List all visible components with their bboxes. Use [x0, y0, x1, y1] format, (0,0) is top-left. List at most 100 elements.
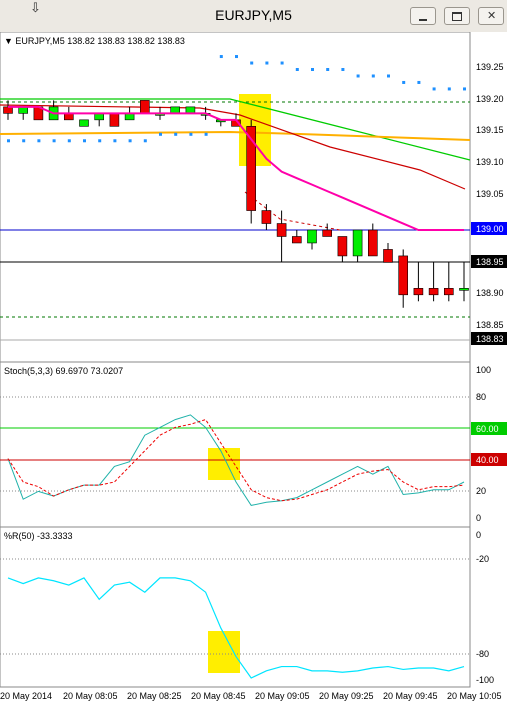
- minimize-button[interactable]: [410, 7, 436, 25]
- candle-body: [398, 255, 409, 296]
- sar-dot: [174, 132, 178, 136]
- sar-dot: [143, 139, 147, 143]
- tick-138-90: 138.90: [476, 288, 504, 298]
- sar-dot: [447, 87, 451, 91]
- ma-orange-line: [0, 130, 471, 141]
- candle-body: [109, 113, 120, 127]
- time-label-1: 20 May 08:05: [63, 691, 118, 701]
- restore-button[interactable]: [444, 7, 470, 25]
- wpr-tick-0: 0: [476, 530, 481, 540]
- candle-body: [443, 288, 454, 296]
- tick-139-25: 139.25: [476, 62, 504, 72]
- sar-dot: [204, 132, 208, 136]
- sar-dot: [67, 139, 71, 143]
- tick-138-95: 138.95: [476, 257, 504, 267]
- candle-body: [291, 236, 302, 244]
- candle-body: [79, 119, 89, 127]
- tick-139-20: 139.20: [476, 94, 504, 104]
- sar-dot: [295, 68, 299, 71]
- stoch-tick-0: 0: [476, 513, 481, 523]
- candle-body: [140, 100, 150, 114]
- candle-body: [383, 249, 393, 263]
- chart-area[interactable]: ▼ EURJPY,M5 138.82 138.83 138.82 138.83 …: [0, 32, 507, 705]
- time-label-4: 20 May 09:05: [255, 691, 310, 701]
- candle-body: [428, 288, 439, 296]
- time-label-0: 20 May 2014: [0, 691, 52, 701]
- stoch-40-bg: [471, 453, 507, 466]
- stoch-tick-60: 60.00: [476, 424, 499, 434]
- sar-dot: [356, 74, 360, 78]
- sar-dot: [37, 139, 41, 143]
- sar-dot: [265, 61, 269, 65]
- sar-dot: [98, 139, 102, 143]
- wpr-tick-80: -80: [476, 649, 489, 659]
- candle-body: [413, 288, 424, 296]
- sar-dot: [402, 80, 406, 84]
- candle-body: [367, 229, 378, 257]
- wpr-tick-20: -20: [476, 554, 489, 564]
- time-label-6: 20 May 09:45: [383, 691, 438, 701]
- tick-138-85: 138.85: [476, 320, 504, 330]
- sar-dot: [83, 139, 86, 143]
- stoch-main-line: [7, 414, 465, 506]
- chart-svg[interactable]: ▼ EURJPY,M5 138.82 138.83 138.82 138.83 …: [0, 32, 507, 705]
- candle-body: [276, 223, 287, 237]
- sar-dot: [417, 80, 421, 84]
- sar-dot: [128, 139, 132, 143]
- sar-dot: [311, 68, 314, 71]
- symbol-label: EURJPY,M5: [15, 36, 64, 46]
- tick-139-15: 139.15: [476, 125, 504, 135]
- tick-139-00: 139.00: [476, 224, 504, 234]
- stoch-tick-80: 80: [476, 392, 486, 402]
- stoch-signal-line: [7, 419, 465, 502]
- candle-body: [322, 229, 333, 237]
- sar-dot: [7, 139, 10, 143]
- sar-dot: [280, 61, 284, 65]
- ma-red-line: [0, 104, 466, 190]
- ma-pink-line: [8, 105, 464, 231]
- close-button[interactable]: ✕: [478, 7, 504, 25]
- sar-dots: [7, 55, 466, 143]
- time-label-3: 20 May 08:45: [191, 691, 246, 701]
- wpr-label: %R(50) -33.3333: [4, 531, 73, 541]
- sar-dot: [159, 132, 162, 136]
- stoch-pane[interactable]: [0, 361, 471, 528]
- sar-dot: [326, 68, 330, 71]
- time-axis: 20 May 2014 20 May 08:05 20 May 08:25 20…: [0, 691, 502, 701]
- sar-dot: [52, 139, 56, 143]
- sar-dot: [113, 139, 117, 143]
- stoch-tick-100: 100: [476, 365, 491, 375]
- wpr-line: [7, 577, 465, 679]
- window-title: EURJPY,M5: [215, 7, 292, 23]
- tick-139-10: 139.10: [476, 157, 504, 167]
- minimize-icon: [419, 19, 427, 21]
- sar-dot: [341, 68, 345, 71]
- sar-dot: [189, 132, 193, 136]
- candle-body: [246, 126, 256, 211]
- sar-dot: [219, 55, 223, 59]
- main-header: ▼ EURJPY,M5 138.82 138.83 138.82 138.83: [4, 36, 185, 46]
- tick-current: 138.83: [476, 334, 504, 344]
- stoch-tick-40: 40.00: [476, 455, 499, 465]
- sar-dot: [250, 61, 254, 65]
- ma-green-line: [0, 98, 471, 161]
- fractal-dashed-line: [244, 191, 341, 231]
- title-bar[interactable]: ⇩ EURJPY,M5 ✕: [0, 0, 507, 33]
- sar-dot: [235, 55, 238, 59]
- tick-139-05: 139.05: [476, 189, 504, 199]
- close-icon: ✕: [487, 10, 497, 22]
- highlight-box-wpr: [208, 631, 240, 673]
- time-label-7: 20 May 10:05: [447, 691, 502, 701]
- stoch-tick-20: 20: [476, 486, 486, 496]
- sar-dot: [387, 74, 390, 78]
- stoch-60-bg: [471, 422, 507, 435]
- candle-body: [459, 288, 469, 291]
- sar-dot: [432, 87, 436, 91]
- cursor-arrow-icon: ⇩: [30, 0, 41, 15]
- main-pane[interactable]: [0, 32, 471, 363]
- label-139-00-bg: [471, 222, 507, 235]
- candle-body: [261, 210, 272, 224]
- ohlc-label: 138.82 138.83 138.82 138.83: [67, 36, 185, 46]
- stoch-label: Stoch(5,3,3) 69.6970 73.0207: [4, 366, 123, 376]
